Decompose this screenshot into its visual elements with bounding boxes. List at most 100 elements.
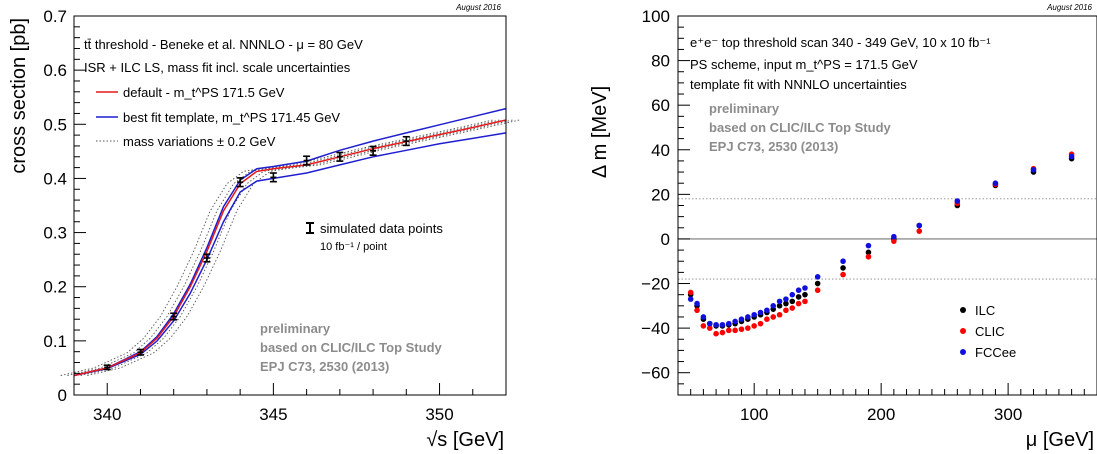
data-point (369, 145, 377, 156)
left-curves (60, 107, 520, 377)
left-y-tick-label: 0.1 (43, 332, 67, 351)
right-grid (678, 198, 1097, 280)
fccee-point (992, 180, 999, 187)
right-header-line-2: PS scheme, input m_t^PS = 171.5 GeV (690, 57, 918, 72)
fccee-point (891, 233, 897, 240)
ilc-point (802, 291, 808, 298)
left-y-tick-label: 0.3 (43, 224, 67, 243)
data-point (203, 253, 211, 263)
data-point (136, 348, 144, 356)
clic-point (789, 305, 796, 311)
ilc-point (814, 280, 821, 287)
fccee-point (795, 287, 802, 294)
mass-variation-curve (67, 119, 500, 376)
clic-point (706, 325, 713, 331)
data-point (336, 151, 344, 162)
right-watermark-line-1: preliminary (709, 101, 780, 116)
left-y-axis-label: cross section [pb] (8, 18, 30, 174)
data-point (170, 312, 178, 321)
fccee-point (687, 296, 694, 302)
clic-point (814, 287, 821, 294)
clic-point (719, 329, 726, 336)
best-fit-lower-curve (73, 132, 507, 377)
clic-point (783, 307, 789, 314)
right-y-tick-label: −20 (641, 275, 670, 294)
right-y-axis-label: Δ m [MeV] (589, 86, 611, 178)
clic-point (713, 330, 719, 337)
ilc-point (795, 294, 802, 300)
fccee-point (783, 296, 789, 302)
legend-fccee-marker (960, 349, 966, 355)
fccee-point (865, 242, 872, 249)
mass-variation-curve (60, 119, 493, 376)
ilc-point (789, 298, 796, 305)
right-header-line-1: e⁺e⁻ top threshold scan 340 - 349 GeV, 1… (690, 35, 991, 50)
right-y-tick-label: 40 (651, 141, 670, 160)
fccee-point (751, 311, 757, 318)
legend-fccee-label: FCCee (975, 345, 1016, 360)
clic-point (776, 311, 783, 318)
legend-default-label: default - m_t^PS 171.5 GeV (123, 85, 285, 100)
data-points-legend-marker (306, 222, 314, 234)
right-watermark-line-2: based on CLIC/ILC Top Study (709, 120, 892, 135)
left-plot-frame (73, 15, 507, 396)
data-points-legend-label: simulated data points (320, 221, 443, 236)
left-header-line-1: tt̄ threshold - Beneke et al. NNNLO - μ … (84, 37, 363, 52)
right-y-tick-label: −60 (641, 364, 670, 383)
left-y-tick-label: 0.6 (43, 61, 67, 80)
legend-ilc-label: ILC (975, 303, 995, 318)
left-watermark-line-2: based on CLIC/ILC Top Study (260, 340, 443, 355)
left-data-points (103, 135, 410, 371)
fccee-point (694, 300, 700, 307)
left-x-tick-label: 350 (425, 405, 453, 424)
left-x-tick-label: 340 (93, 405, 121, 424)
clic-point (751, 323, 757, 329)
clic-point (840, 271, 846, 278)
left-x-axis-label: √s [GeV] (426, 429, 504, 451)
fccee-point (802, 285, 808, 291)
fccee-point (700, 314, 707, 320)
fccee-point (757, 309, 764, 316)
left-y-tick-label: 0.2 (43, 278, 67, 297)
clic-point (694, 307, 700, 314)
right-y-tick-label: 0 (661, 230, 670, 249)
clic-point (687, 289, 694, 296)
fccee-point (1030, 167, 1037, 173)
legend-bestfit-label: best fit template, m_t^PS 171.45 GeV (123, 110, 340, 125)
data-point (402, 135, 410, 147)
right-plot-frame (677, 15, 1097, 396)
fccee-point (719, 321, 726, 328)
right-y-tick-label: 100 (642, 7, 670, 26)
cross-section-panel: August 2016 340 345 350 0 0.1 0.2 0.3 0.4 0.5 0.6… (8, 3, 520, 451)
right-scatter-points (687, 151, 1075, 337)
left-y-tick-label: 0.4 (43, 169, 67, 188)
right-y-tick-label: 60 (651, 96, 670, 115)
left-watermark-line-1: preliminary (260, 321, 331, 336)
clic-point (802, 298, 808, 305)
clic-point (891, 238, 897, 244)
ilc-point (783, 300, 789, 307)
left-watermark-line-3: EPJ C73, 2530 (2013) (260, 359, 389, 374)
fccee-point (789, 291, 796, 298)
legend-ilc-marker (960, 307, 966, 313)
clic-point (725, 327, 732, 334)
fccee-point (814, 274, 821, 280)
fccee-point (770, 303, 777, 309)
default-curve (73, 119, 507, 377)
right-x-tick-label: 300 (994, 405, 1022, 424)
right-y-tick-label: 20 (651, 185, 670, 204)
legend-clic-marker (960, 328, 966, 334)
fccee-point (954, 198, 961, 204)
clic-point (732, 327, 738, 334)
fccee-point (725, 320, 732, 327)
clic-point (700, 323, 707, 329)
fccee-point (916, 222, 923, 229)
right-date-stamp: August 2016 (1046, 3, 1092, 12)
fccee-point (732, 318, 738, 325)
data-point (236, 177, 244, 188)
legend-variations-label: mass variations ± 0.2 GeV (123, 134, 276, 149)
fccee-point (745, 314, 751, 320)
data-points-legend-sublabel: 10 fb⁻¹ / point (320, 241, 387, 253)
left-axis-ticks: 340 345 350 0 0.1 0.2 0.3 0.4 0.5 0.6 0.7 (43, 7, 507, 424)
